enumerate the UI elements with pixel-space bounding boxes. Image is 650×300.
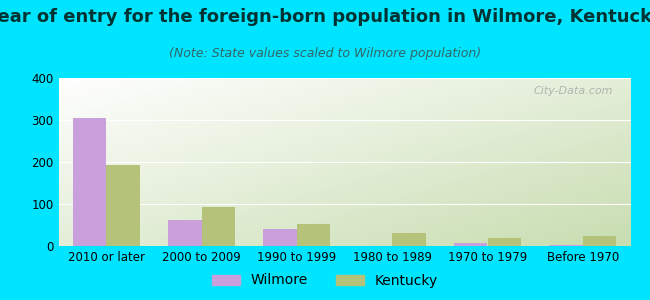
Legend: Wilmore, Kentucky: Wilmore, Kentucky — [207, 268, 443, 293]
Bar — [73, 118, 106, 246]
Text: (Note: State values scaled to Wilmore population): (Note: State values scaled to Wilmore po… — [169, 46, 481, 59]
Bar — [392, 233, 426, 246]
Bar — [549, 245, 583, 246]
Bar — [488, 238, 521, 246]
Bar — [202, 207, 235, 246]
Bar — [263, 229, 297, 246]
Bar — [106, 165, 140, 246]
Bar — [583, 236, 616, 246]
Bar — [454, 243, 488, 246]
Bar — [297, 224, 330, 246]
Bar — [168, 220, 202, 246]
Text: Year of entry for the foreign-born population in Wilmore, Kentucky: Year of entry for the foreign-born popul… — [0, 8, 650, 26]
Text: City-Data.com: City-Data.com — [534, 86, 614, 96]
